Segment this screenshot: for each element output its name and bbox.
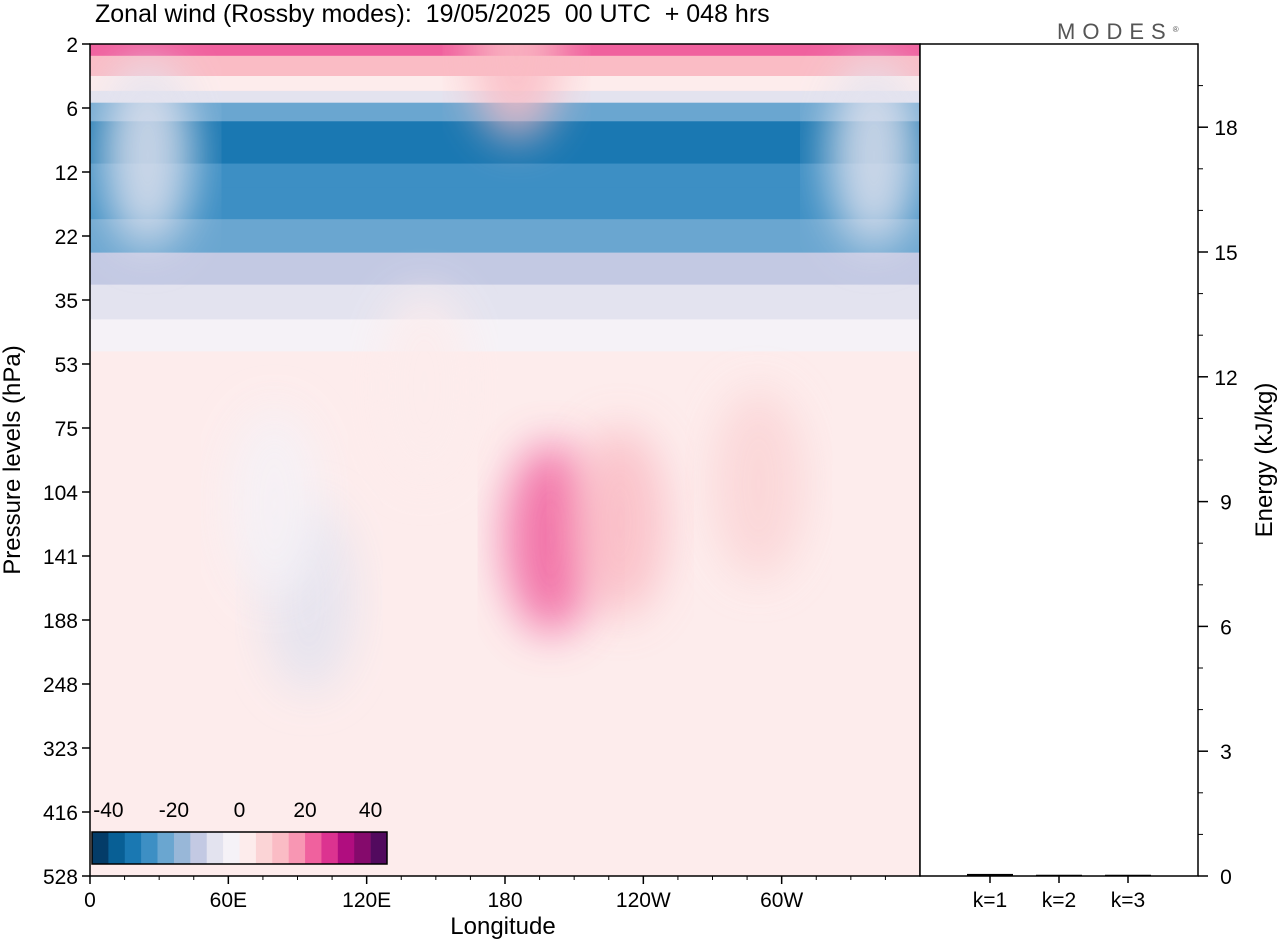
x-axis: 0 60E 120E 180 120W 60W bbox=[84, 876, 886, 912]
colorbar-cell bbox=[305, 832, 322, 864]
energy-axis-label: Energy (kJ/kg) bbox=[1251, 383, 1278, 538]
colorbar: -40 -20 0 20 40 bbox=[91, 799, 388, 865]
colorbar-cell bbox=[141, 832, 158, 864]
colorbar-tick-label: -40 bbox=[93, 799, 123, 822]
energy-tick-label: 9 bbox=[1220, 492, 1232, 515]
colorbar-tick-label: 40 bbox=[359, 799, 382, 822]
x-tick-label: 60E bbox=[210, 889, 247, 912]
energy-tick-label: 15 bbox=[1214, 242, 1237, 265]
y-tick-label: 12 bbox=[55, 162, 78, 185]
colorbar-tick-label: 0 bbox=[234, 799, 246, 822]
energy-bars bbox=[967, 873, 1151, 877]
y-tick-label: 2 bbox=[66, 34, 78, 57]
heatmap-field bbox=[90, 44, 920, 876]
y-tick-label: 35 bbox=[55, 290, 78, 313]
x-tick-label: 120W bbox=[616, 889, 671, 912]
x-tick-label: 180 bbox=[487, 889, 522, 912]
energy-category-label: k=1 bbox=[973, 889, 1007, 912]
wind-anomaly bbox=[827, 60, 920, 251]
energy-tick-label: 6 bbox=[1220, 616, 1232, 639]
wind-band bbox=[90, 716, 920, 781]
y-tick-label: 104 bbox=[43, 482, 78, 505]
wind-band bbox=[90, 252, 920, 286]
colorbar-cell bbox=[370, 832, 388, 864]
energy-frame bbox=[919, 43, 1199, 877]
wind-band bbox=[90, 588, 920, 653]
energy-tick-label: 3 bbox=[1220, 741, 1232, 764]
colorbar-cell bbox=[239, 832, 257, 864]
wind-anomaly bbox=[101, 60, 194, 251]
colorbar-cell bbox=[157, 832, 175, 864]
wind-anomaly bbox=[574, 427, 667, 618]
x-tick-label: 60W bbox=[760, 889, 803, 912]
colorbar-cell bbox=[92, 832, 109, 864]
y-tick-label: 53 bbox=[55, 354, 78, 377]
energy-y-axis: 0 3 6 9 12 15 18 bbox=[1198, 85, 1238, 889]
wind-band bbox=[90, 319, 920, 352]
modes-logo: MODES® bbox=[1057, 19, 1179, 44]
wind-anomaly bbox=[378, 291, 471, 482]
wind-band bbox=[90, 187, 920, 220]
y-tick-label: 75 bbox=[55, 418, 78, 441]
wind-band bbox=[90, 351, 920, 397]
y-tick-label: 323 bbox=[43, 738, 78, 761]
wind-band bbox=[90, 652, 920, 717]
energy-tick-label: 0 bbox=[1220, 866, 1232, 889]
colorbar-tick-label: 20 bbox=[293, 799, 316, 822]
colorbar-cell bbox=[108, 832, 126, 864]
colorbar-cell bbox=[206, 832, 224, 864]
wind-anomaly bbox=[470, 44, 563, 139]
wind-anomaly bbox=[228, 408, 321, 599]
colorbar-frame bbox=[91, 831, 388, 865]
x-tick-label: 120E bbox=[342, 889, 391, 912]
y-tick-label: 6 bbox=[66, 98, 78, 121]
y-axis: 2 6 12 22 35 53 75 104 141 188 248 323 416 528 bbox=[43, 34, 90, 889]
colorbar-cell bbox=[337, 832, 355, 864]
colorbar-cell bbox=[190, 832, 208, 864]
wind-band bbox=[90, 219, 920, 254]
wind-band bbox=[90, 284, 920, 320]
y-tick-label: 416 bbox=[43, 802, 78, 825]
colorbar-cell bbox=[223, 832, 240, 864]
y-axis-label: Pressure levels (hPa) bbox=[0, 345, 26, 574]
energy-panel: 0 3 6 9 12 15 18 k=1 k=2 k=3 Energy (kJ/kg) bbox=[919, 43, 1278, 912]
x-tick-label: 0 bbox=[84, 889, 96, 912]
energy-x-axis: k=1 k=2 k=3 bbox=[973, 876, 1145, 912]
energy-bar bbox=[1036, 874, 1082, 877]
y-tick-label: 528 bbox=[43, 866, 78, 889]
wind-anomaly bbox=[712, 389, 805, 580]
colorbar-cell bbox=[321, 832, 339, 864]
energy-tick-label: 12 bbox=[1214, 367, 1237, 390]
y-tick-label: 188 bbox=[43, 610, 78, 633]
energy-bar bbox=[967, 873, 1013, 876]
colorbar-cell bbox=[173, 832, 191, 864]
x-axis-label: Longitude bbox=[450, 913, 555, 940]
energy-tick-label: 18 bbox=[1214, 117, 1237, 140]
chart-title: Zonal wind (Rossby modes): 19/05/2025 00… bbox=[95, 0, 770, 28]
colorbar-cell bbox=[354, 832, 371, 864]
energy-category-label: k=3 bbox=[1111, 889, 1145, 912]
energy-category-label: k=2 bbox=[1042, 889, 1076, 912]
colorbar-tick-label: -20 bbox=[159, 799, 189, 822]
y-tick-label: 248 bbox=[43, 674, 78, 697]
colorbar-cell bbox=[255, 832, 273, 864]
wind-band bbox=[90, 163, 920, 188]
y-tick-label: 22 bbox=[55, 226, 78, 249]
colorbar-cell bbox=[124, 832, 142, 864]
wind-anomaly bbox=[505, 443, 598, 634]
energy-bar bbox=[1105, 874, 1151, 877]
y-tick-label: 141 bbox=[43, 546, 78, 569]
logo-text: MODES bbox=[1057, 19, 1173, 44]
colorbar-cell bbox=[288, 832, 306, 864]
colorbar-cell bbox=[272, 832, 289, 864]
wind-band bbox=[90, 144, 920, 165]
